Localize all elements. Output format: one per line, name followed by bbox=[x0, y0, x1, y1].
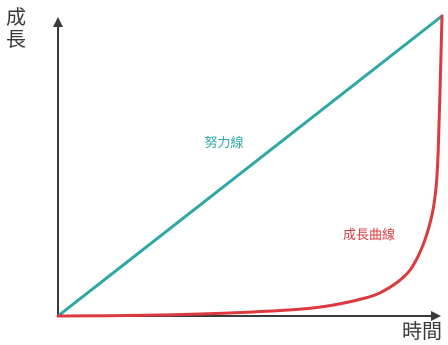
y-axis-label: 成長 bbox=[6, 5, 26, 51]
series-label-growth: 成長曲線 bbox=[343, 227, 395, 243]
series-layer bbox=[56, 14, 444, 318]
growth-curve bbox=[56, 14, 444, 318]
effort-line bbox=[56, 14, 444, 318]
series-label-effort: 努力線 bbox=[204, 135, 243, 151]
x-axis-label: 時間 bbox=[402, 319, 442, 343]
